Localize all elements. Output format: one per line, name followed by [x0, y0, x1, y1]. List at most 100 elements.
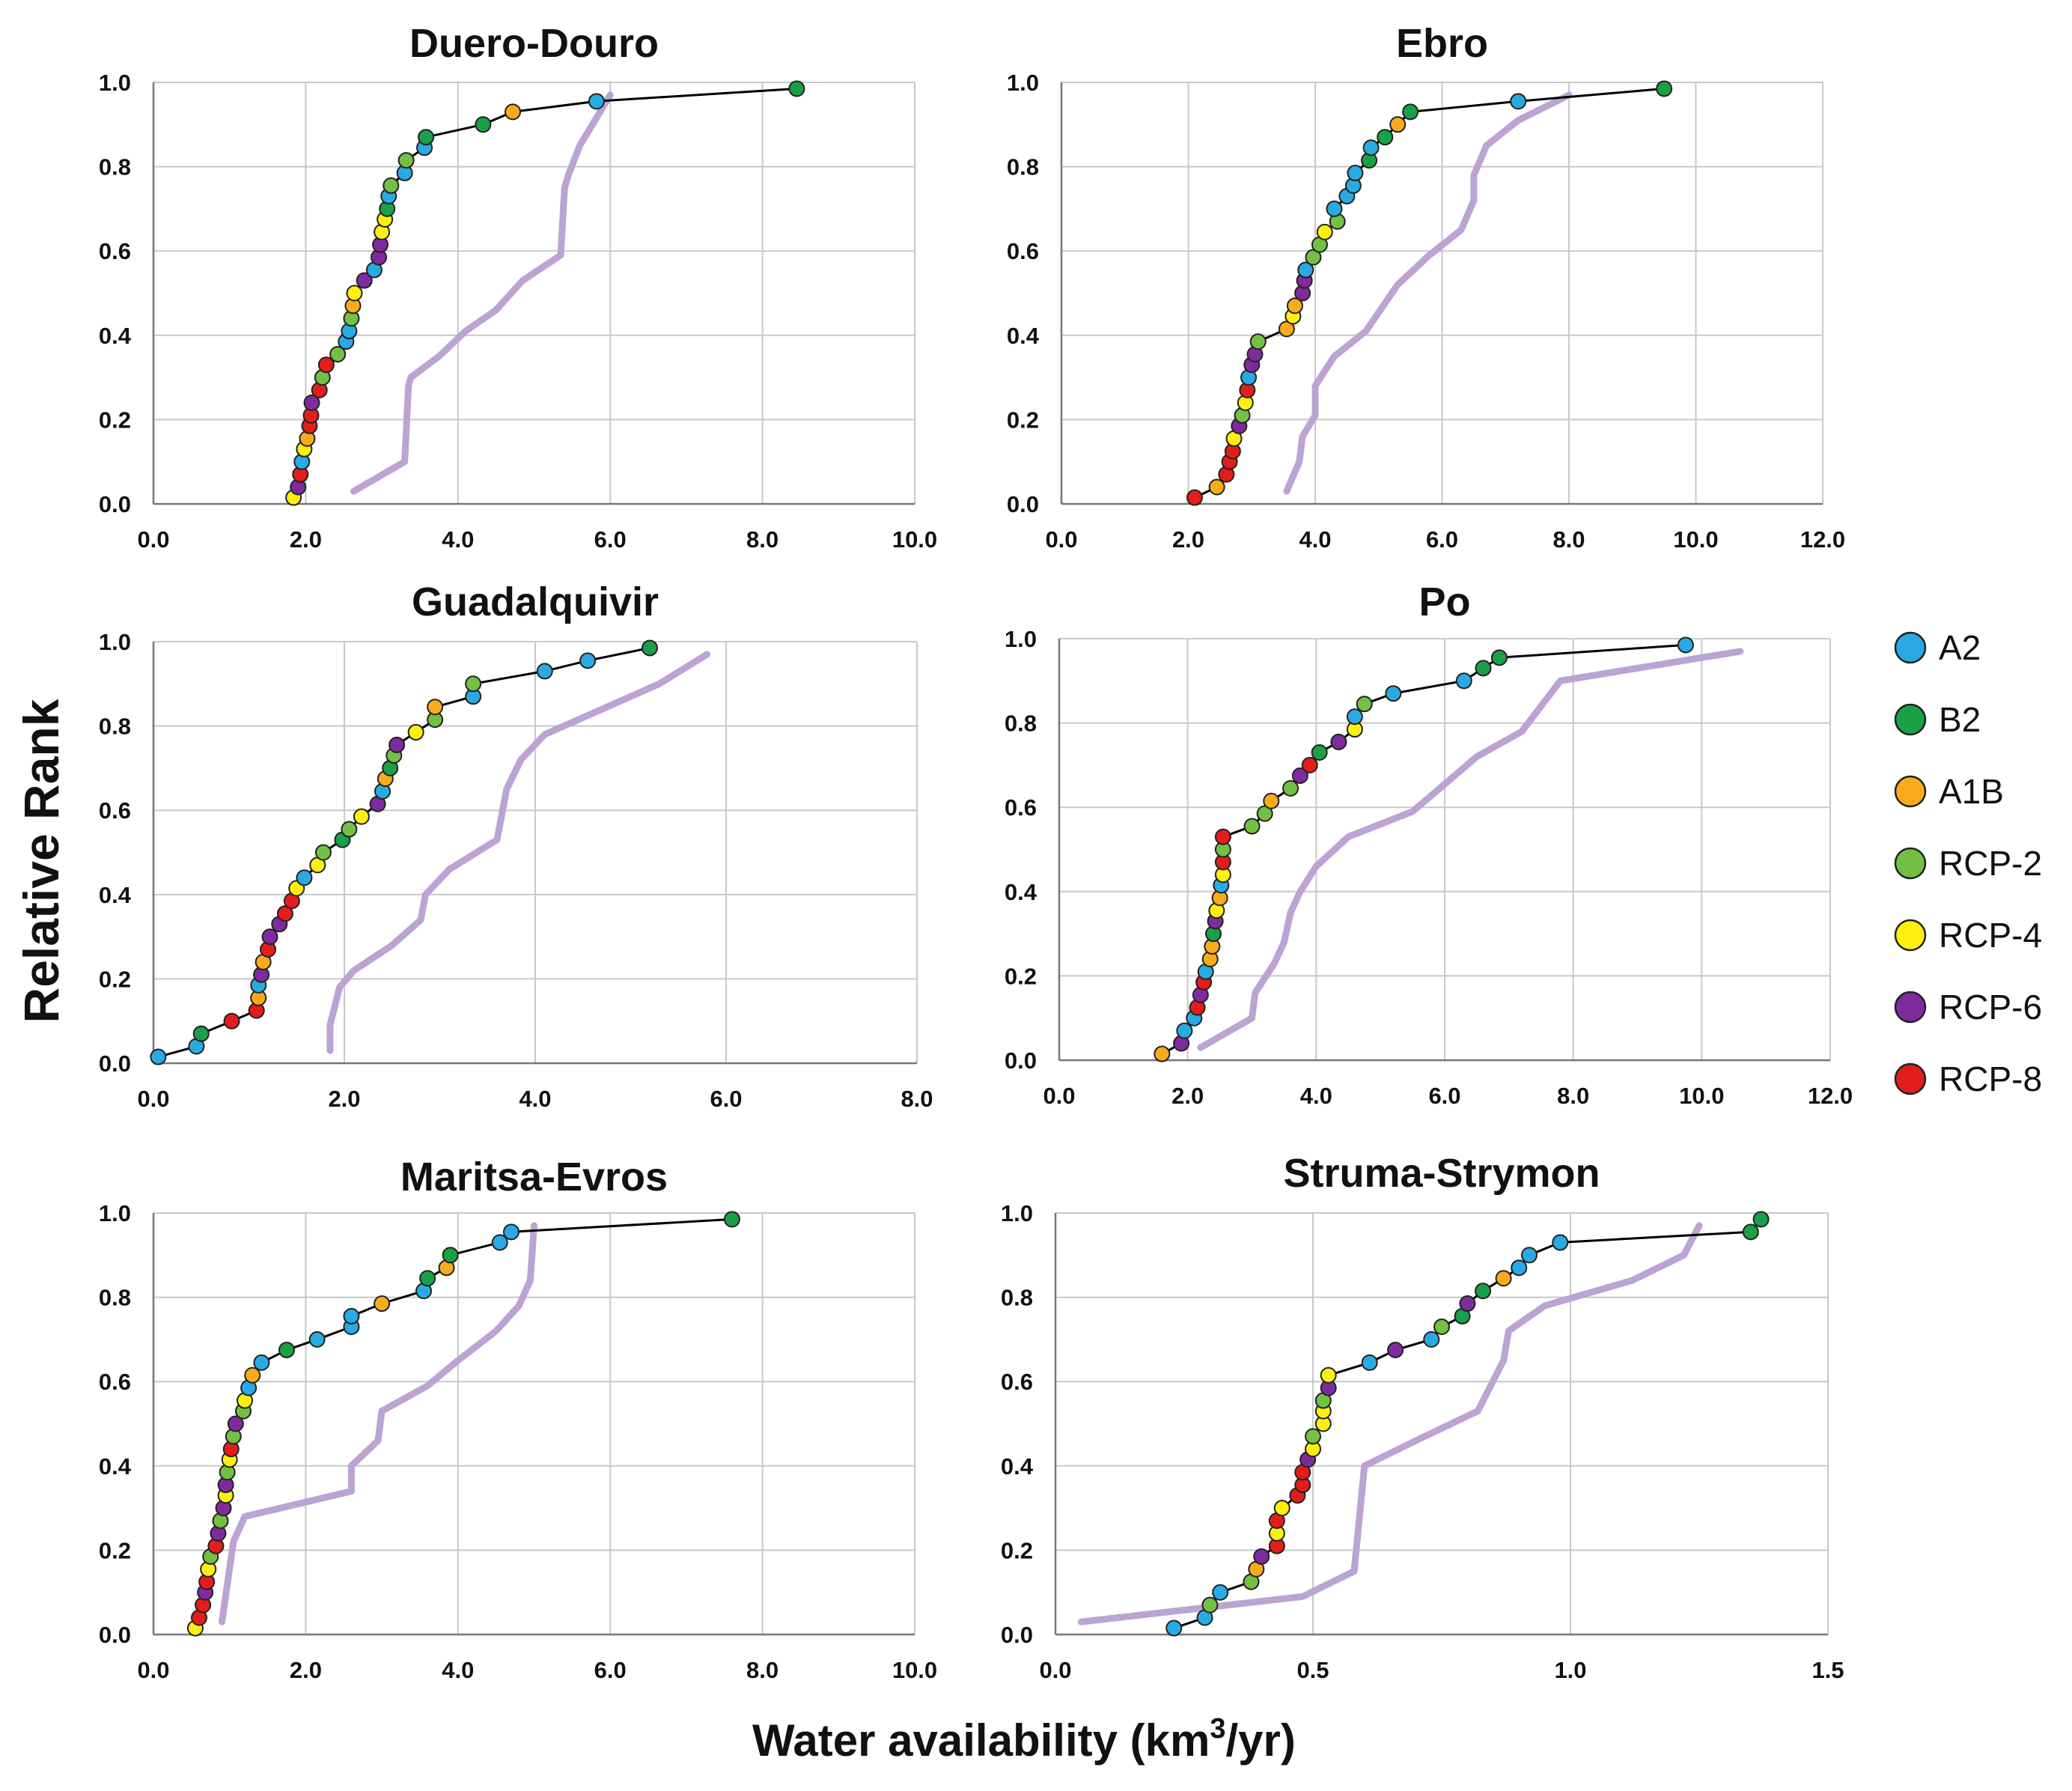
x-tick-label: 10.0: [1673, 526, 1718, 553]
data-point-rcp-4: [1273, 1500, 1291, 1517]
x-tick-label: 0.0: [137, 1657, 169, 1683]
observed-series-line: [1283, 91, 1573, 495]
ranked-projection-line: [194, 1217, 732, 1629]
y-tick-label: 0.6: [99, 797, 131, 824]
data-point-a1b: [1154, 1045, 1171, 1062]
y-tick-label: 0.0: [99, 1050, 131, 1077]
x-tick-label: 0.0: [137, 1086, 169, 1112]
data-point-b2: [1475, 1283, 1492, 1300]
data-point-rcp-6: [388, 736, 406, 753]
y-tick-label: 0.8: [1001, 1285, 1033, 1311]
data-point-b2: [788, 80, 805, 97]
x-tick-label: 10.0: [892, 526, 937, 553]
data-point-b2: [192, 1025, 210, 1042]
x-tick-label: 4.0: [519, 1086, 551, 1112]
data-point-b2: [475, 116, 492, 133]
data-point-a2: [1511, 1259, 1528, 1277]
data-point-a2: [1212, 1584, 1229, 1601]
data-point-a1b: [1389, 116, 1407, 133]
x-tick-label: 8.0: [1557, 1083, 1589, 1109]
data-point-rcp-4: [407, 724, 424, 741]
data-point-rcp-8: [276, 905, 293, 922]
x-axis-label-tail: /yr): [1225, 1715, 1295, 1766]
x-tick-label: 6.0: [594, 526, 627, 553]
data-point-a2: [1326, 200, 1343, 217]
data-point-a2: [536, 663, 553, 680]
x-tick-label: 0.0: [1045, 526, 1077, 553]
x-tick-label: 8.0: [746, 526, 778, 553]
y-tick-label: 0.6: [1007, 238, 1039, 264]
y-tick-label: 0.2: [1001, 1537, 1033, 1563]
y-tick-label: 0.0: [1007, 491, 1039, 517]
y-tick-label: 0.6: [99, 238, 131, 264]
x-tick-label: 6.0: [1426, 526, 1458, 553]
legend-item-rcp-4: RCP-4: [1894, 916, 2042, 955]
legend-label: A2: [1939, 628, 1981, 667]
y-tick-label: 0.6: [99, 1369, 131, 1395]
x-tick-label: 0.0: [1039, 1657, 1071, 1683]
data-point-rcp-6: [227, 1415, 244, 1432]
legend-label: RCP-4: [1939, 916, 2042, 955]
y-tick-label: 0.2: [1007, 407, 1039, 433]
x-tick-label: 4.0: [1300, 1083, 1332, 1109]
y-tick-label: 0.4: [99, 323, 132, 349]
y-tick-label: 1.0: [99, 629, 131, 655]
data-point-rcp-6: [1459, 1295, 1476, 1313]
data-point-rcp-4: [1316, 223, 1333, 240]
data-point-rcp-8: [223, 1012, 240, 1030]
x-axis-label-main: Water availability (km: [752, 1715, 1210, 1766]
data-point-rcp-6: [1330, 733, 1347, 750]
x-tick-label: 10.0: [1679, 1083, 1724, 1109]
data-point-rcp-2: [465, 675, 482, 693]
y-tick-label: 0.2: [99, 1537, 131, 1563]
x-tick-label: 12.0: [1800, 526, 1845, 553]
x-tick-label: 1.5: [1812, 1657, 1844, 1683]
y-tick-label: 0.4: [1007, 323, 1040, 349]
y-tick-label: 0.8: [99, 1285, 131, 1311]
chart-ebro: Ebro 0.0 2.0 4.0 6.0 8.0 10.0 12.0 0.0 0.2 0.4 0.6 0…: [1007, 21, 1845, 553]
x-tick-label: 0.0: [1043, 1083, 1075, 1109]
y-tick-label: 1.0: [99, 70, 131, 96]
data-point-a2: [1362, 139, 1380, 156]
x-tick-label: 8.0: [1553, 526, 1585, 553]
data-point-rcp-6: [303, 394, 320, 411]
data-point-b2: [278, 1341, 295, 1358]
observed-series-line: [326, 651, 710, 1054]
data-point-b2: [1656, 80, 1673, 97]
data-point-b2: [1490, 649, 1508, 666]
legend-marker: [1894, 919, 1927, 952]
x-tick-label: 2.0: [290, 526, 322, 553]
x-tick-label: 2.0: [328, 1086, 360, 1112]
x-tick-label: 12.0: [1808, 1083, 1853, 1109]
legend-item-a1b: A1B: [1894, 772, 2004, 811]
data-point-b2: [1402, 103, 1419, 121]
legend-marker: [1894, 631, 1927, 664]
data-point-a1b: [374, 1295, 391, 1313]
legend-label: RCP-2: [1939, 844, 2042, 883]
data-point-rcp-6: [1291, 767, 1308, 784]
x-tick-label: 1.0: [1554, 1657, 1586, 1683]
y-tick-label: 1.0: [1001, 1200, 1033, 1226]
data-point-rcp-2: [1256, 805, 1273, 822]
data-point-a2: [579, 652, 597, 669]
data-point-rcp-6: [1387, 1341, 1404, 1358]
data-point-rcp-2: [1433, 1319, 1450, 1336]
chart-title: Maritsa-Evros: [400, 1155, 668, 1199]
x-tick-label: 4.0: [442, 1657, 474, 1683]
data-point-a2: [150, 1048, 167, 1065]
x-axis-label-superscript: 3: [1210, 1713, 1225, 1745]
data-point-rcp-8: [317, 356, 335, 374]
data-point-a1b: [244, 1366, 261, 1384]
x-tick-label: 8.0: [746, 1657, 778, 1683]
y-tick-label: 0.4: [99, 882, 132, 908]
legend-item-rcp-2: RCP-2: [1894, 844, 2042, 883]
data-point-b2: [442, 1247, 459, 1264]
data-point-a1b: [1495, 1270, 1512, 1287]
data-point-rcp-2: [1282, 779, 1299, 797]
data-point-a1b: [1208, 478, 1225, 496]
legend-marker: [1894, 1062, 1927, 1095]
observed-series-line: [1077, 1222, 1703, 1626]
data-point-rcp-6: [356, 272, 373, 289]
y-tick-label: 0.4: [1001, 1453, 1034, 1480]
data-point-b2: [642, 639, 658, 657]
